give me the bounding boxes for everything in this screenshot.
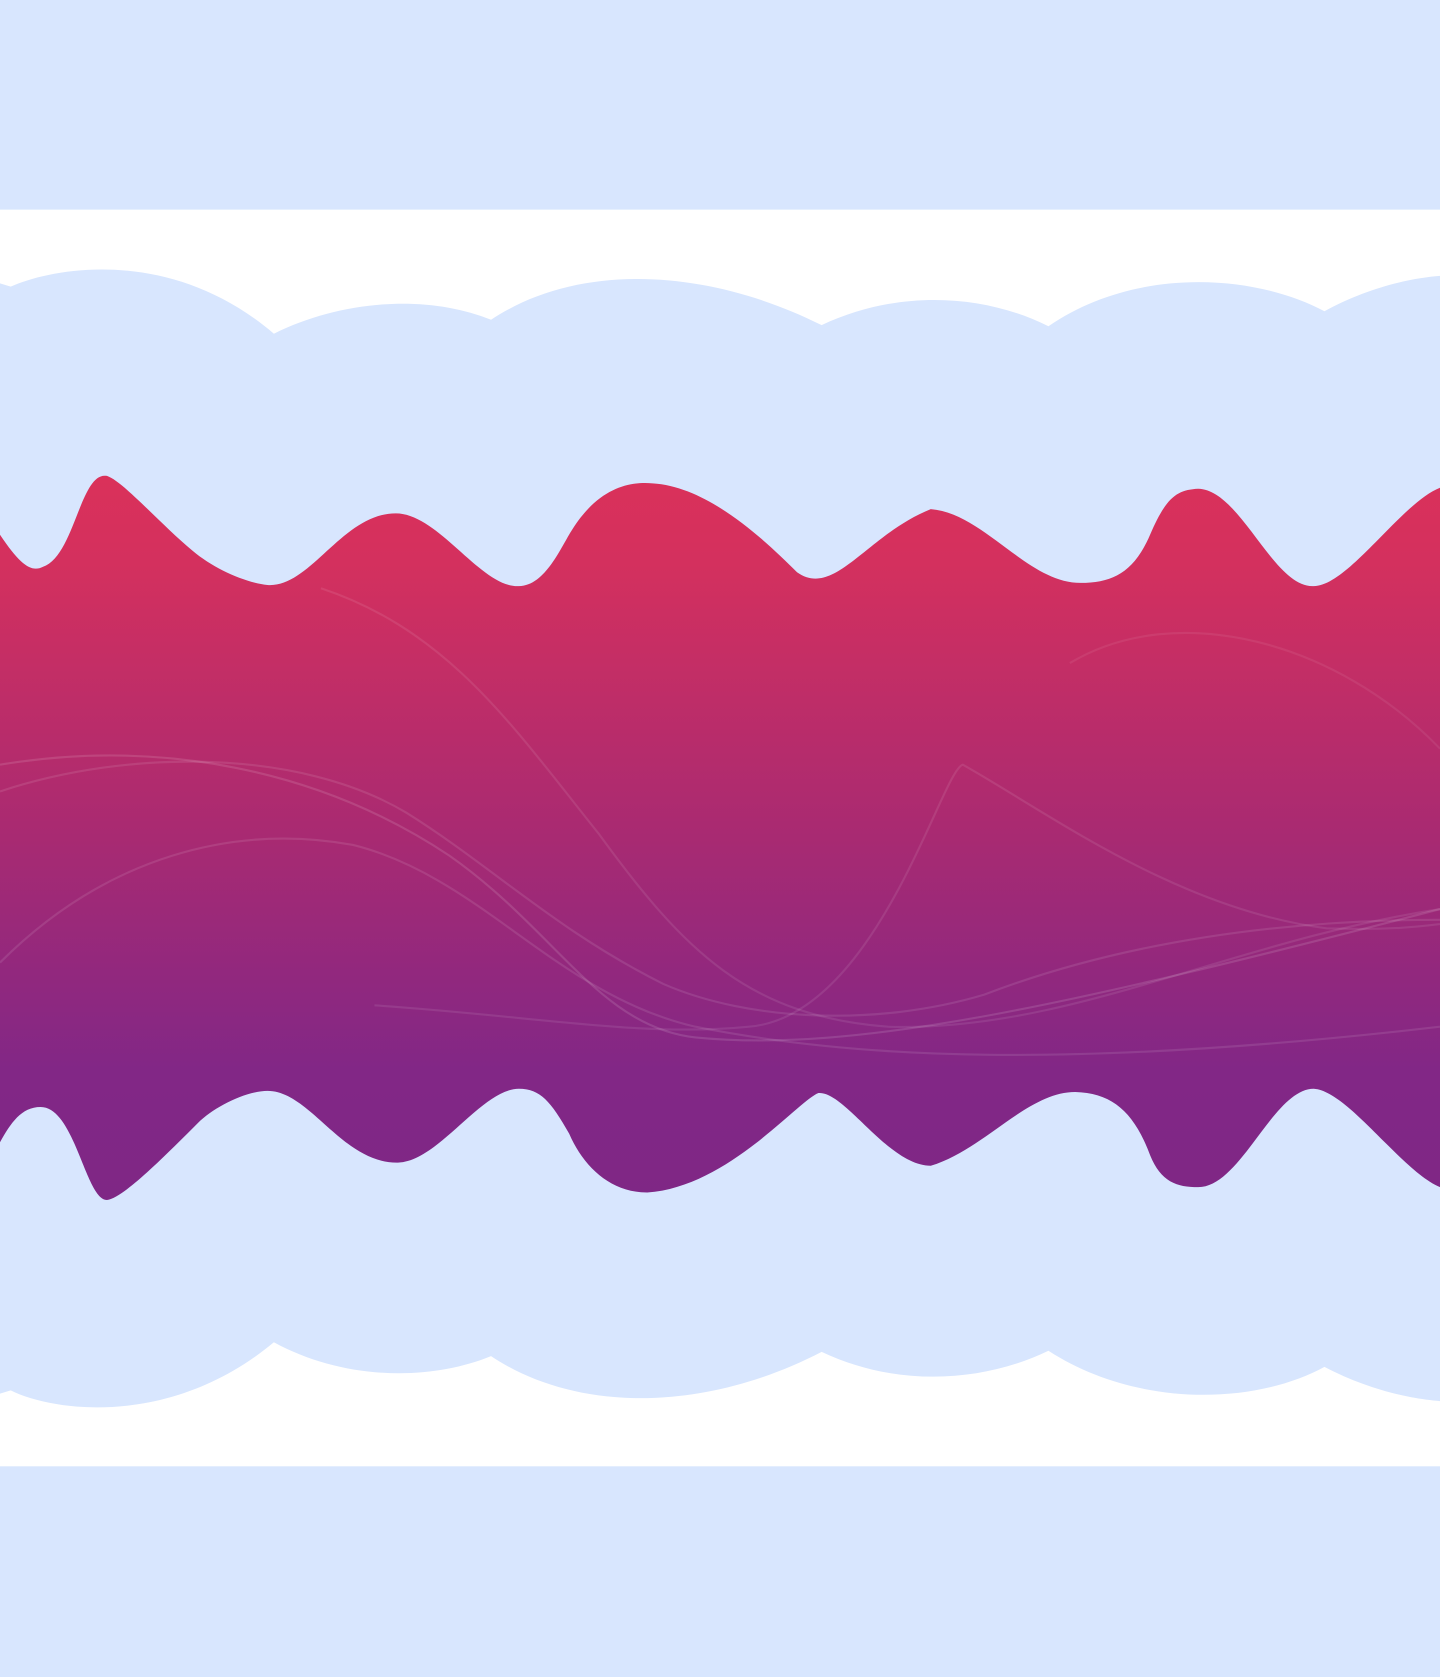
mesh-lines [0,587,1440,1057]
mesh-line [0,754,1440,1042]
mesh-line [374,763,1440,1031]
mesh-line [320,587,1440,1028]
mesh-line [0,760,1440,1017]
bottom-band [0,1466,1440,1677]
mesh-line [1069,631,1440,750]
top-band [0,0,1440,210]
gradient-wave [0,475,1440,1200]
mesh-line [0,837,1440,1057]
